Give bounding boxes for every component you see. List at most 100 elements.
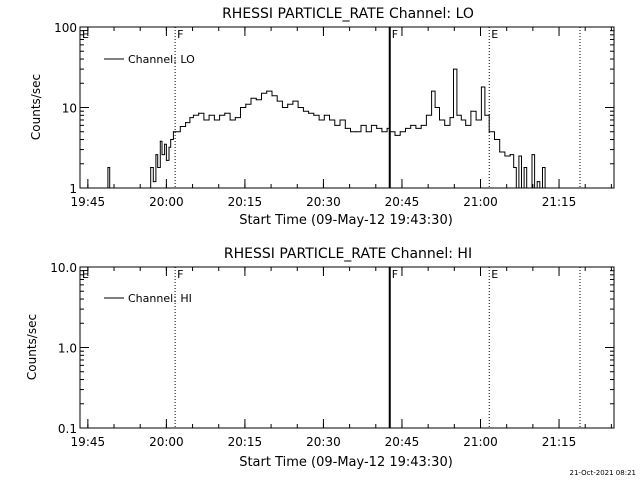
data-point bbox=[410, 124, 412, 126]
legend: Channel: LO bbox=[104, 53, 195, 66]
data-point bbox=[148, 187, 150, 189]
data-point bbox=[349, 131, 351, 133]
data-point bbox=[484, 114, 486, 116]
data-point bbox=[528, 187, 530, 189]
data-point bbox=[159, 140, 161, 142]
y-tick-label: 1.0 bbox=[58, 342, 77, 356]
data-point bbox=[297, 107, 299, 108]
data-point bbox=[271, 95, 273, 97]
data-point bbox=[431, 90, 433, 92]
data-point bbox=[365, 131, 367, 133]
data-point bbox=[260, 92, 262, 94]
event-marker-label: F bbox=[177, 28, 183, 41]
data-point bbox=[344, 127, 346, 129]
data-point bbox=[399, 131, 401, 133]
x-tick-label: 20:00 bbox=[149, 195, 184, 209]
y-tick-label: 0.1 bbox=[58, 422, 77, 436]
data-point bbox=[224, 112, 226, 114]
data-point bbox=[157, 166, 159, 168]
data-point bbox=[229, 119, 231, 121]
x-tick-label: 20:45 bbox=[385, 195, 420, 209]
data-point bbox=[170, 139, 172, 141]
data-point bbox=[509, 154, 511, 156]
data-point bbox=[323, 114, 325, 116]
data-point bbox=[152, 181, 154, 183]
event-marker-label: E bbox=[491, 28, 498, 41]
data-point bbox=[539, 187, 541, 189]
event-marker-label: F bbox=[392, 268, 398, 281]
data-point bbox=[109, 187, 111, 189]
x-tick-label: 21:00 bbox=[463, 435, 498, 449]
x-tick-label: 20:30 bbox=[306, 435, 341, 449]
data-point bbox=[189, 117, 191, 119]
x-tick-label: 20:15 bbox=[228, 435, 263, 449]
data-point bbox=[504, 155, 506, 157]
x-tick-label: 20:45 bbox=[385, 435, 420, 449]
data-point bbox=[219, 114, 221, 116]
data-point bbox=[150, 166, 152, 168]
y-tick-label: 100 bbox=[54, 21, 77, 35]
data-point bbox=[287, 103, 289, 105]
data-point bbox=[203, 119, 205, 121]
y-tick-label: 10.0 bbox=[50, 261, 77, 275]
data-point bbox=[179, 126, 181, 128]
chart-panel-lo: RHESSI PARTICLE_RATE Channel: LO Counts/… bbox=[29, 6, 615, 228]
data-point bbox=[266, 90, 268, 92]
data-point bbox=[513, 166, 515, 168]
x-tick-label: 21:15 bbox=[542, 435, 577, 449]
y-tick-label: 1 bbox=[69, 182, 77, 196]
plot-area: 19:45 20:00 20:15 20:30 20:45 21:00 21:15 0.1 1.… bbox=[50, 261, 615, 449]
x-axis-label: Start Time (09-May-12 19:43:30) bbox=[239, 213, 453, 228]
data-point bbox=[360, 124, 362, 126]
event-marker-label: F bbox=[177, 268, 183, 281]
data-point bbox=[493, 139, 495, 141]
data-point bbox=[521, 187, 523, 189]
data-point bbox=[172, 131, 174, 133]
data-point bbox=[475, 119, 477, 121]
legend: Channel: HI bbox=[104, 292, 192, 305]
event-marker-label: E bbox=[491, 268, 498, 281]
x-tick-label: 19:45 bbox=[71, 195, 106, 209]
data-point bbox=[308, 112, 310, 114]
data-point bbox=[518, 155, 520, 157]
data-point bbox=[168, 146, 170, 148]
y-axis-label: Counts/sec bbox=[29, 74, 43, 140]
data-point bbox=[376, 127, 378, 129]
data-point bbox=[465, 124, 467, 126]
footer-date: 21-Oct-2021 08:21 bbox=[570, 469, 636, 477]
data-point bbox=[161, 154, 163, 156]
x-tick-label: 19:45 bbox=[71, 435, 106, 449]
data-point bbox=[318, 119, 320, 121]
data-point bbox=[449, 117, 451, 119]
data-point bbox=[302, 110, 304, 112]
data-point bbox=[107, 166, 109, 168]
data-point bbox=[198, 112, 200, 114]
data-point bbox=[404, 127, 406, 129]
data-point bbox=[438, 119, 440, 121]
data-point bbox=[164, 143, 166, 145]
data-point bbox=[425, 114, 427, 116]
legend-entry: Channel: HI bbox=[128, 292, 192, 305]
data-point bbox=[460, 119, 462, 121]
data-point bbox=[313, 114, 315, 116]
data-point bbox=[105, 187, 107, 189]
data-point bbox=[420, 124, 422, 126]
chart-title: RHESSI PARTICLE_RATE Channel: LO bbox=[222, 6, 474, 22]
x-tick-label: 21:00 bbox=[463, 195, 498, 209]
x-tick-label: 20:00 bbox=[149, 435, 184, 449]
data-point bbox=[526, 187, 528, 189]
data-point bbox=[281, 107, 283, 108]
y-tick-label: 10 bbox=[62, 102, 77, 116]
series-line bbox=[106, 68, 550, 189]
data-point bbox=[355, 131, 357, 133]
data-point bbox=[339, 119, 341, 121]
data-point bbox=[185, 122, 187, 124]
event-marker-label: F bbox=[392, 28, 398, 41]
data-point bbox=[165, 159, 167, 161]
data-point bbox=[255, 99, 257, 101]
data-point bbox=[515, 187, 517, 189]
data-point bbox=[499, 151, 501, 153]
data-point bbox=[213, 119, 215, 121]
